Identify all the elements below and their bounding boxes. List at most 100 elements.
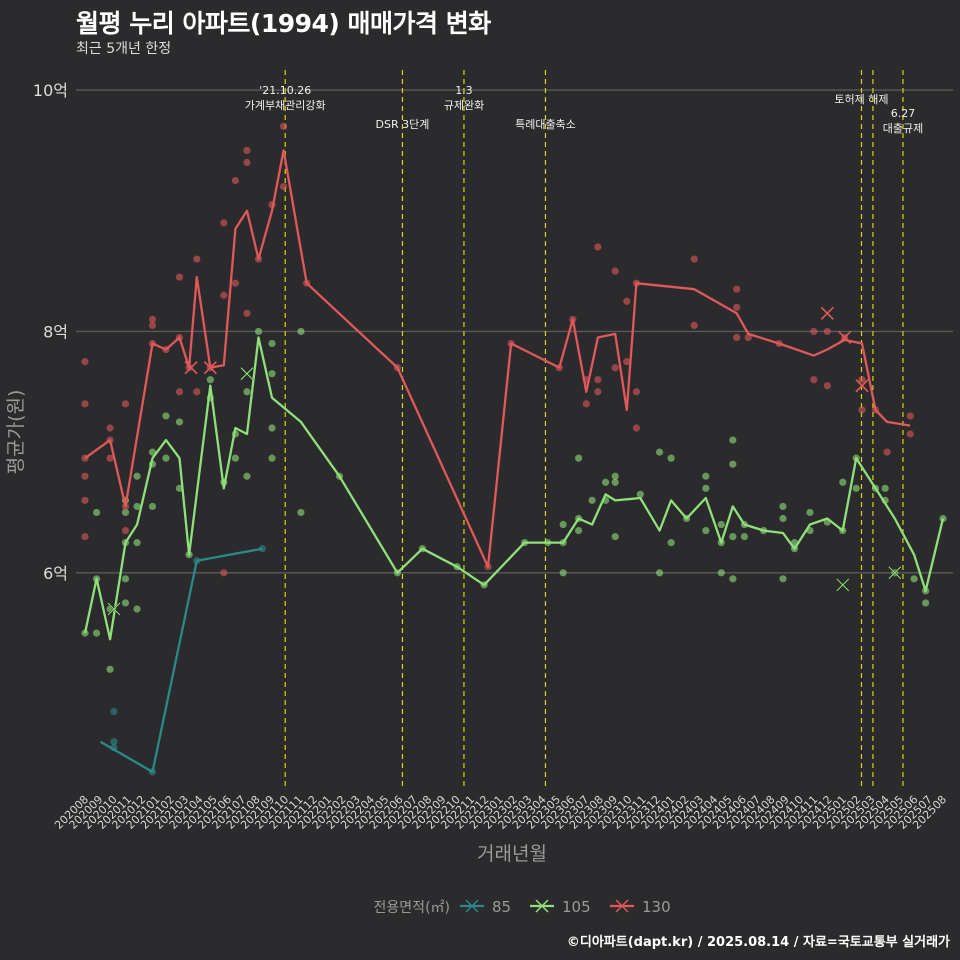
event-label: '21.10.26 <box>259 84 311 97</box>
line-85 <box>99 547 263 774</box>
point-105 <box>601 478 610 486</box>
event-label: 특례대출축소 <box>515 118 576 131</box>
point-105 <box>717 569 725 577</box>
legend-marker-130 <box>615 899 629 913</box>
point-130 <box>906 412 914 420</box>
y-axis-title: 평균가(원) <box>5 390 27 475</box>
y-tick-label: 8억 <box>43 322 68 341</box>
point-105 <box>133 605 141 613</box>
point-130 <box>594 388 602 396</box>
point-130 <box>106 454 114 462</box>
point-130 <box>279 122 288 130</box>
point-105 <box>667 454 675 462</box>
point-105 <box>611 472 619 480</box>
point-105 <box>655 448 664 456</box>
legend-label-105: 105 <box>562 898 591 916</box>
cross-marker-105 <box>240 367 254 381</box>
point-130 <box>231 279 239 287</box>
point-105 <box>588 496 596 504</box>
point-130 <box>175 273 184 281</box>
chart-subtitle: 최근 5개년 한정 <box>76 41 172 57</box>
point-130 <box>810 376 818 384</box>
point-130 <box>175 388 184 396</box>
point-105 <box>881 484 889 492</box>
point-130 <box>106 424 114 432</box>
point-105 <box>574 454 583 462</box>
cross-marker-130 <box>855 379 869 393</box>
event-label: 6.27 <box>891 107 916 120</box>
point-130 <box>81 400 89 408</box>
line-105 <box>83 336 945 641</box>
point-130 <box>81 496 89 504</box>
point-105 <box>729 460 737 468</box>
point-130 <box>279 183 288 191</box>
point-105 <box>243 388 251 396</box>
point-130 <box>594 376 602 384</box>
cross-marker-130 <box>838 331 852 344</box>
cross-marker-130 <box>203 361 217 375</box>
point-105 <box>729 532 737 541</box>
point-130 <box>81 532 89 541</box>
point-130 <box>623 297 631 305</box>
point-105 <box>702 484 710 492</box>
point-105 <box>655 569 664 577</box>
point-105 <box>779 502 787 511</box>
point-85 <box>110 738 118 746</box>
point-130 <box>623 358 631 366</box>
point-105 <box>268 370 276 378</box>
point-105 <box>268 424 276 432</box>
point-105 <box>162 454 170 462</box>
line-130 <box>84 149 911 568</box>
point-85 <box>110 707 118 716</box>
point-105 <box>133 502 141 511</box>
legend-label-85: 85 <box>492 898 511 916</box>
point-105 <box>243 472 251 480</box>
legend-marker-105 <box>535 899 549 913</box>
event-label: 토허제 해제 <box>834 92 888 106</box>
point-130 <box>582 400 590 408</box>
point-105 <box>175 418 184 426</box>
point-130 <box>611 364 619 372</box>
point-105 <box>611 532 619 541</box>
point-105 <box>268 339 276 348</box>
point-130 <box>121 400 130 408</box>
point-130 <box>733 303 741 311</box>
legend-title: 전용면적(㎡) <box>374 900 450 916</box>
point-105 <box>81 629 89 637</box>
point-105 <box>702 526 710 535</box>
point-105 <box>254 327 263 336</box>
point-105 <box>574 526 583 535</box>
x-axis-title: 거래년월 <box>477 843 547 865</box>
point-105 <box>206 376 214 384</box>
point-105 <box>106 665 114 673</box>
event-label: 1.3 <box>455 84 473 97</box>
point-130 <box>243 309 251 317</box>
point-105 <box>231 454 239 462</box>
point-105 <box>121 508 130 517</box>
point-130 <box>883 448 891 456</box>
point-105 <box>268 454 276 462</box>
point-105 <box>106 605 114 613</box>
point-130 <box>231 177 239 185</box>
legend-marker-85 <box>465 899 479 913</box>
legend-label-130: 130 <box>642 898 671 916</box>
point-130 <box>193 255 201 263</box>
point-105 <box>559 520 567 529</box>
event-label: 대출규제 <box>883 122 923 135</box>
point-130 <box>632 388 641 396</box>
point-105 <box>852 484 860 492</box>
point-130 <box>733 333 741 342</box>
point-105 <box>839 478 847 486</box>
point-105 <box>779 514 787 523</box>
point-105 <box>910 575 918 583</box>
point-130 <box>243 146 251 155</box>
point-105 <box>939 514 947 523</box>
point-105 <box>92 508 101 517</box>
y-tick-label: 6억 <box>43 564 68 583</box>
point-105 <box>162 412 170 420</box>
point-105 <box>148 502 157 511</box>
point-130 <box>148 315 157 323</box>
event-label: 가계부채관리강화 <box>245 99 326 112</box>
point-105 <box>717 520 725 529</box>
point-105 <box>297 327 305 336</box>
